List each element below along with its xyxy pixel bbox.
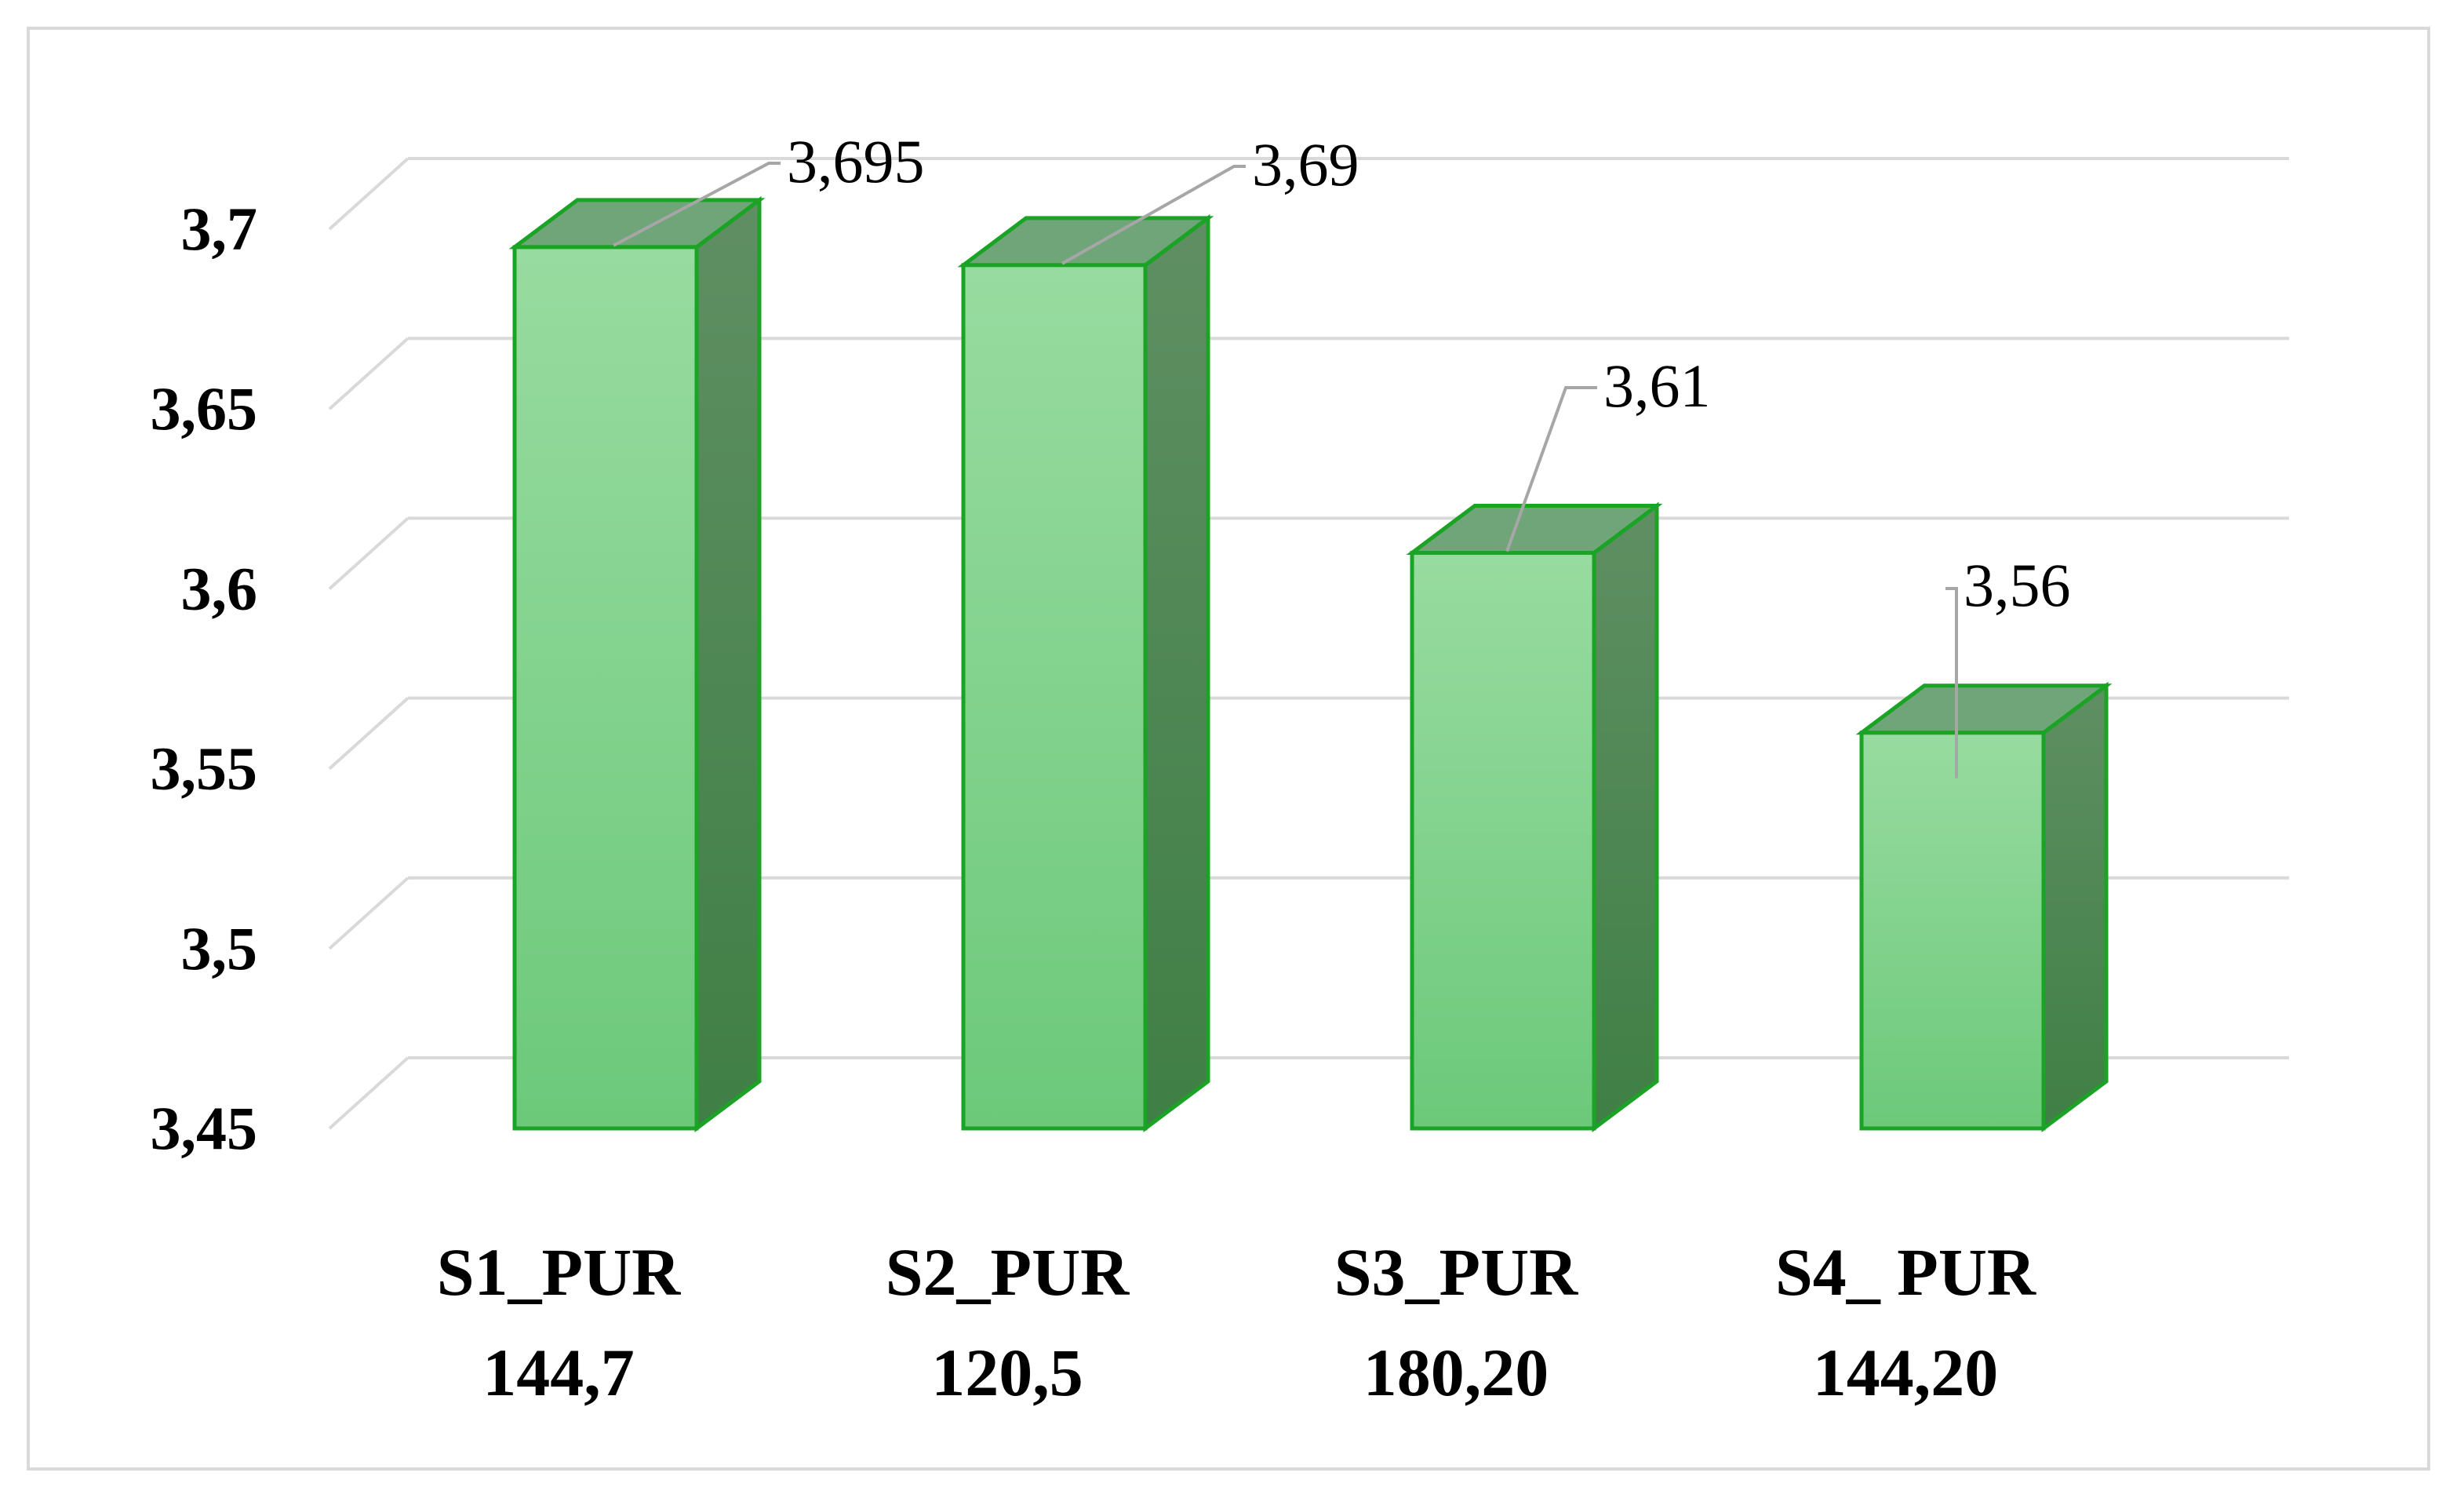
grid-diagonal [328,1056,409,1130]
y-tick-label: 3,65 [151,374,258,443]
bar-side-face [1143,213,1210,1132]
data-label-leader [1945,587,1958,778]
data-label-leader [1061,165,1246,265]
data-label: 3,69 [1252,130,1359,199]
data-label-leader [613,162,781,247]
category-labels: S1_PUR 144,7 S2_PUR 120,5 S3_PUR 180,20 S4_ PU… [437,1234,2036,1410]
bar-front-face [1410,551,1596,1131]
x-tick-label: 144,7 [482,1335,635,1410]
y-axis-tick-labels: 3,45 3,5 3,55 3,6 3,65 3,7 [151,195,258,1162]
data-label-leader [1505,386,1597,552]
x-tick-label: 180,20 [1363,1335,1549,1410]
x-tick-label: 120,5 [931,1335,1083,1410]
bar [957,213,1214,1132]
grid-diagonal [328,337,409,410]
bar [1855,681,2113,1132]
x-tick-label: S3_PUR [1334,1234,1578,1310]
bar-side-face [2041,681,2109,1132]
grid-diagonal [328,697,409,771]
data-labels: 3,695 3,69 3,61 3,56 [613,127,2071,778]
data-label: 3,61 [1603,352,1711,420]
y-tick-label: 3,7 [181,195,258,263]
grid-diagonal [328,157,409,231]
x-tick-label: 144,20 [1813,1335,1999,1410]
bars [508,195,2113,1132]
bar [1406,501,1663,1132]
y-tick-label: 3,55 [151,734,258,803]
y-tick-label: 3,6 [181,554,258,622]
bar-front-face [1859,731,2046,1131]
data-label: 3,695 [787,127,925,195]
bar-side-face [1592,501,1659,1132]
data-label: 3,56 [1964,551,2071,619]
bar-side-face [694,195,762,1132]
x-tick-label: S4_ PUR [1775,1234,2036,1310]
y-tick-label: 3,45 [151,1094,258,1162]
x-tick-label: S2_PUR [886,1234,1130,1310]
bar [508,195,766,1132]
bar-front-face [512,245,699,1131]
grid-diagonal [328,516,409,590]
x-tick-label: S1_PUR [437,1234,681,1310]
y-tick-label: 3,5 [181,914,258,982]
bar-front-face [961,263,1148,1131]
grid-diagonal [328,877,409,950]
